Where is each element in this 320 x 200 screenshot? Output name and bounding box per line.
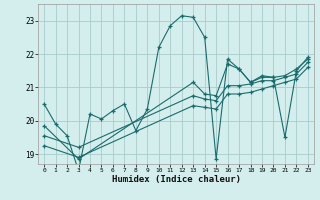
X-axis label: Humidex (Indice chaleur): Humidex (Indice chaleur) [111, 175, 241, 184]
